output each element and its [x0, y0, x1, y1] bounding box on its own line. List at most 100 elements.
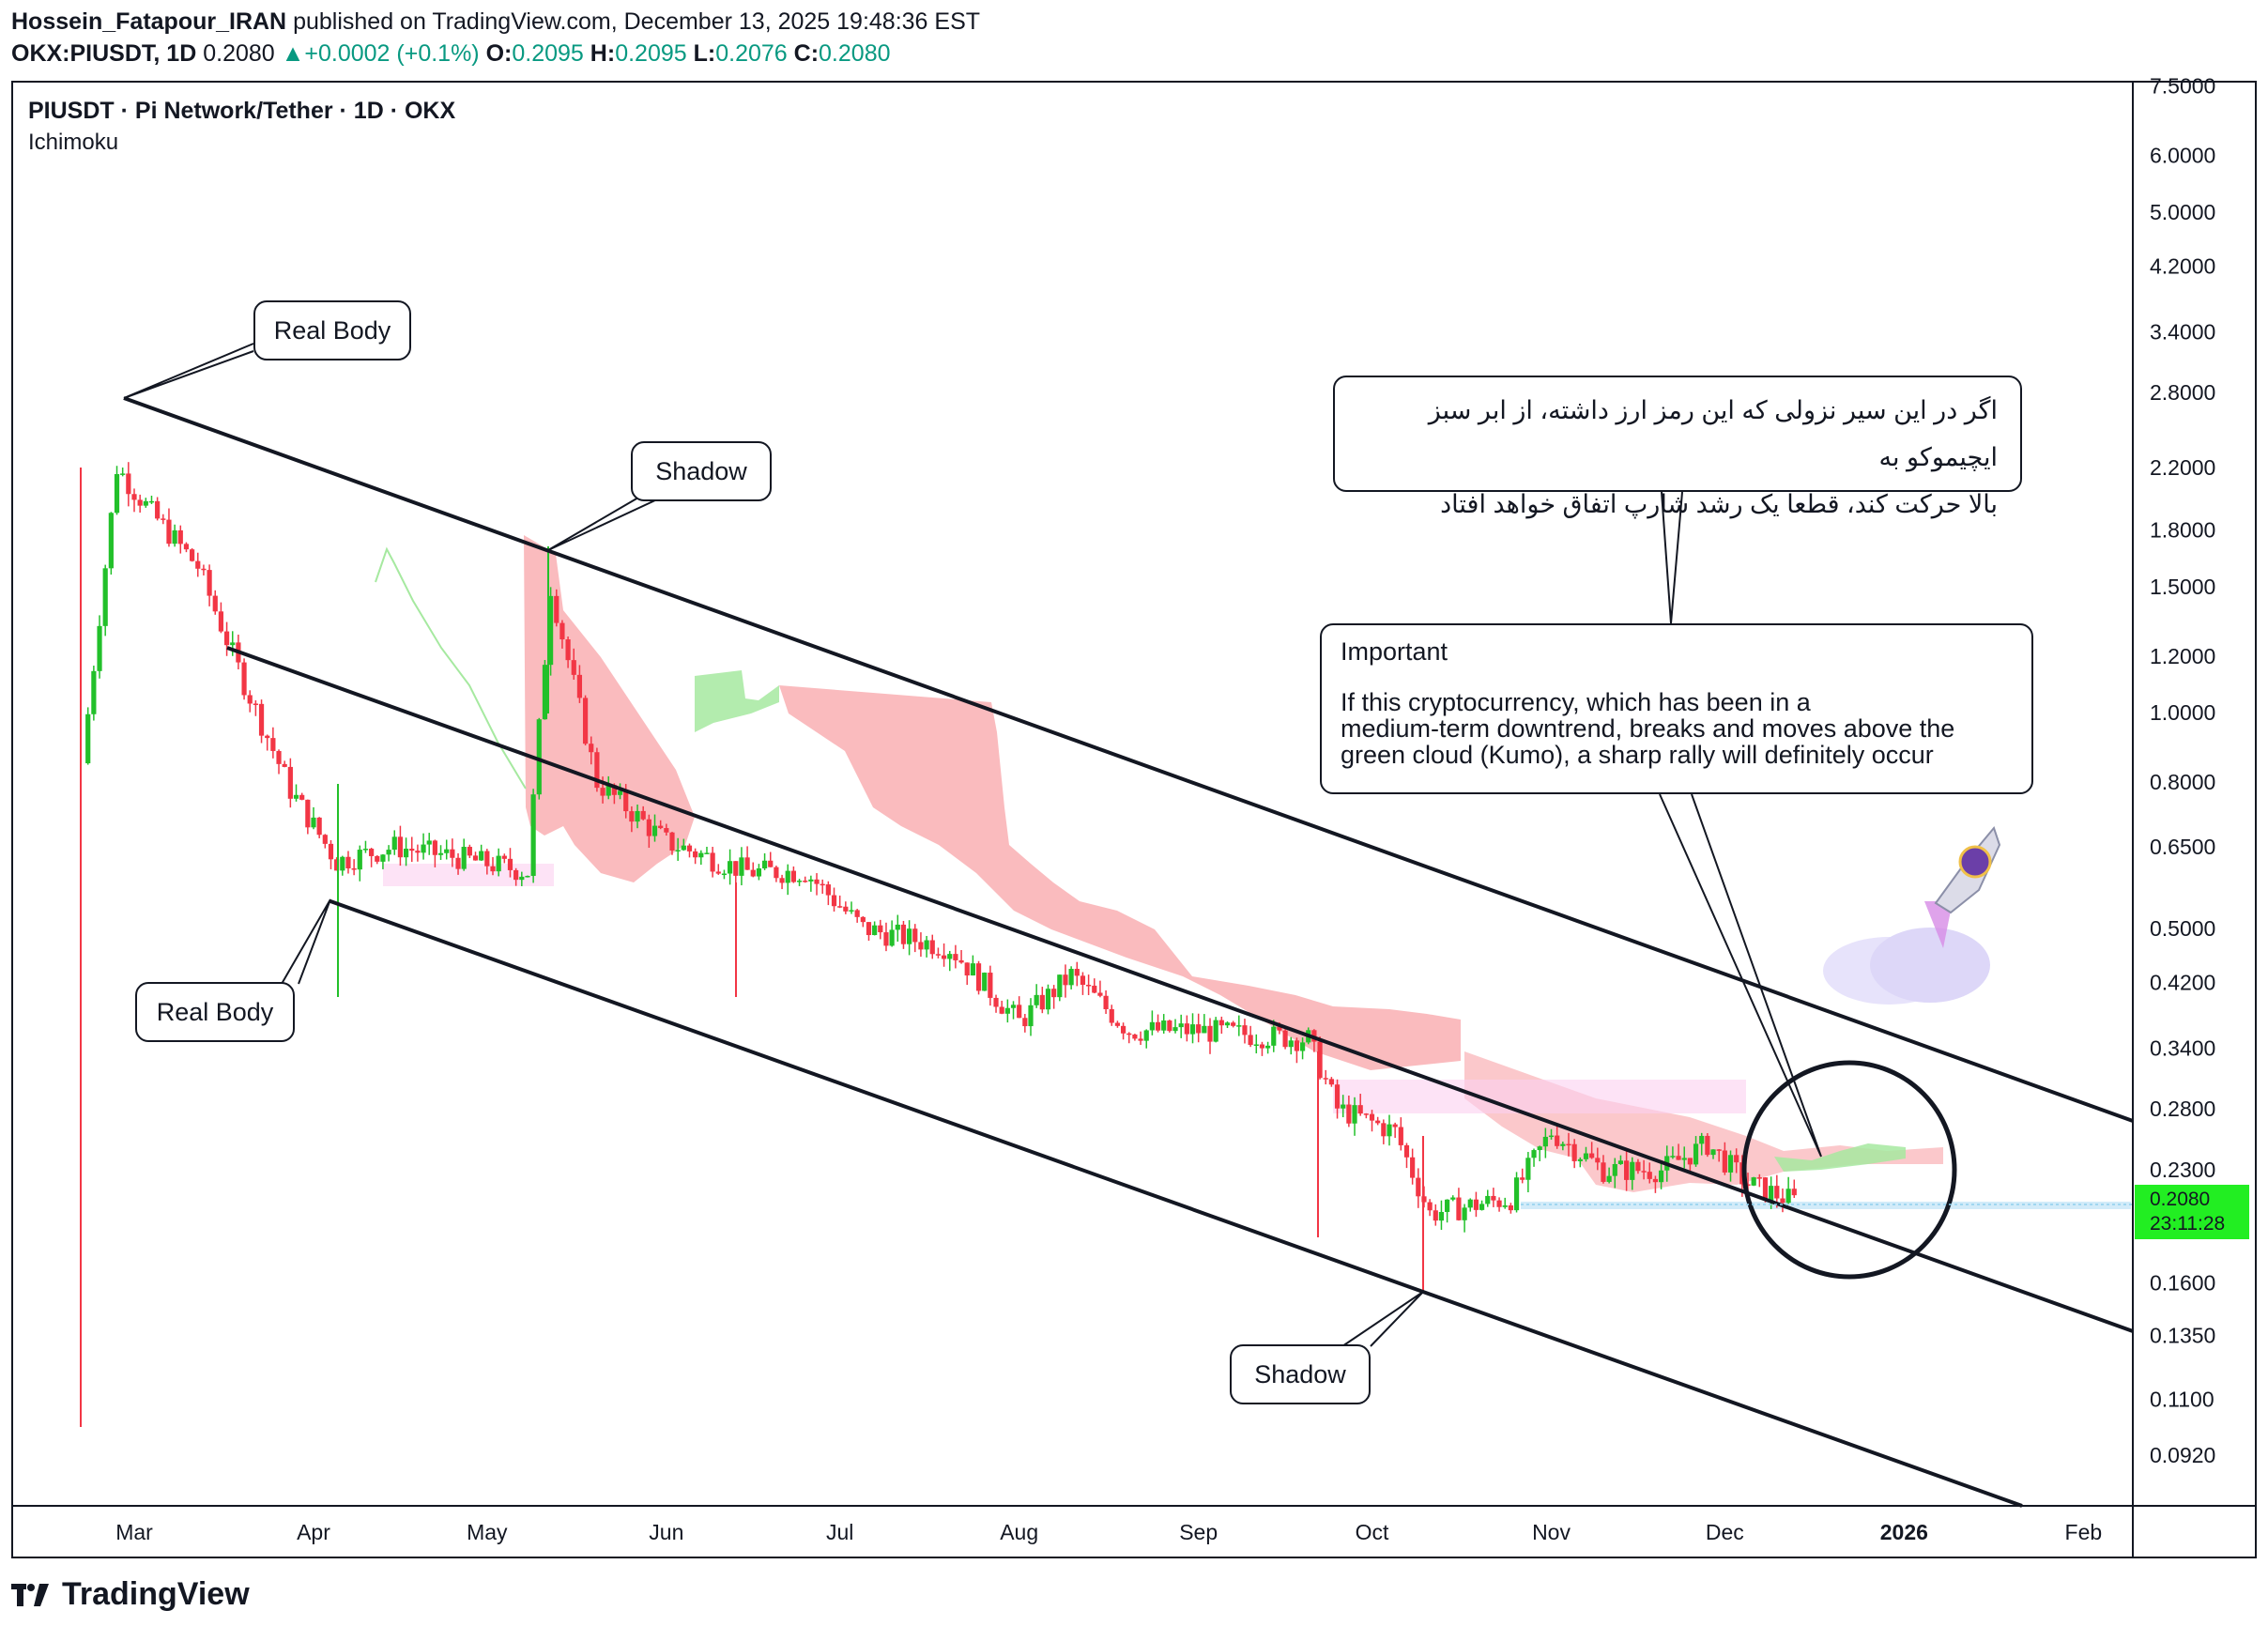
candle-body: [1149, 1021, 1155, 1031]
candle-body: [1097, 992, 1103, 996]
candle-body: [1606, 1175, 1612, 1182]
price-tick-label: 4.2000: [2150, 254, 2215, 279]
candle-body: [1601, 1162, 1606, 1182]
candle-body: [1403, 1144, 1410, 1158]
candle-body: [1352, 1105, 1357, 1124]
candle-body: [1155, 1021, 1161, 1031]
tradingview-logo[interactable]: TradingView: [11, 1573, 250, 1615]
candle-body: [1132, 1034, 1138, 1039]
candle-body: [1624, 1160, 1630, 1180]
time-tick-label: Sep: [1179, 1520, 1218, 1544]
candle-body: [1224, 1022, 1231, 1026]
price-tick-label: 0.8000: [2150, 770, 2215, 794]
legend-indicator[interactable]: Ichimoku: [28, 130, 119, 155]
candle-body: [1508, 1204, 1513, 1211]
candle-body: [183, 544, 190, 550]
channel-top-line: [123, 396, 2134, 1123]
candle-body: [611, 785, 617, 795]
candle-body: [1172, 1027, 1178, 1032]
callout-label: Shadow: [655, 457, 747, 485]
candle-body: [1080, 975, 1086, 985]
candle-body: [1213, 1020, 1218, 1042]
candle-body: [1473, 1199, 1479, 1210]
candle-body: [1126, 1033, 1132, 1035]
candle-body: [172, 529, 177, 545]
candle-body: [808, 879, 814, 882]
low-label: L:: [693, 40, 716, 67]
candle-body: [230, 642, 236, 646]
high-label: H:: [590, 40, 616, 67]
candle-body: [1734, 1155, 1739, 1163]
bar-countdown: 23:11:28: [2150, 1213, 2226, 1235]
candle-body: [1520, 1177, 1525, 1180]
candle-body: [1630, 1161, 1635, 1180]
callout-shadow-top: Shadow: [631, 441, 772, 501]
candle-body: [334, 859, 340, 871]
candle-body: [993, 997, 999, 1007]
candle-body: [120, 473, 126, 475]
candle-body: [785, 870, 790, 883]
candle-body: [924, 940, 929, 950]
published-text: published on TradingView.com, December 1…: [293, 8, 981, 35]
candle-body: [444, 849, 450, 853]
price-tick-label: 2.2000: [2150, 455, 2215, 480]
rocket-window: [1958, 845, 1992, 879]
candle-body: [1617, 1160, 1624, 1164]
candle-body: [900, 924, 907, 944]
candle-body: [1068, 969, 1074, 986]
chart-frame[interactable]: [11, 81, 2257, 1558]
author-name[interactable]: Hossein_Fatapour_IRAN: [11, 8, 287, 35]
price-tick-label: 0.3400: [2150, 1036, 2215, 1061]
candle-body: [744, 857, 750, 870]
candle-body: [1010, 1005, 1017, 1008]
candle-body: [501, 855, 507, 859]
candle-body: [207, 570, 212, 596]
candle-body: [1184, 1023, 1189, 1035]
candle-body: [617, 790, 623, 795]
candle-body: [1780, 1198, 1785, 1204]
callout-shadow-bottom: Shadow: [1230, 1344, 1371, 1404]
price-tick-label: 1.8000: [2150, 517, 2215, 542]
candle-body: [328, 843, 334, 860]
callout-pointer: [281, 898, 331, 985]
candle-body: [258, 703, 265, 736]
farsi-line-2: بالا حرکت کند، قطعا یک رشد شارپ اتفاق خو…: [1440, 490, 1998, 518]
candle-body: [484, 851, 490, 867]
candle-body: [860, 916, 866, 923]
candle-body: [450, 849, 455, 858]
ichimoku-cloud-green: [1774, 1143, 1906, 1172]
symbol-ohlc-line: OKX:PIUSDT, 1D 0.2080 ▲+0.0002 (+0.1%) O…: [11, 39, 891, 68]
candle-body: [397, 836, 404, 858]
candle-body: [605, 785, 611, 796]
candle-body: [1555, 1135, 1560, 1146]
candle-body: [299, 794, 305, 800]
candle-body: [843, 906, 849, 912]
candle-body: [790, 870, 796, 882]
candle-body: [212, 595, 218, 612]
candle-body: [316, 817, 322, 836]
price-tick-label: 1.5000: [2150, 575, 2215, 599]
candle-body: [270, 738, 276, 751]
callout-important-note: Important If this cryptocurrency, which …: [1320, 623, 2033, 794]
candle-body: [1092, 985, 1097, 993]
candle-body: [1103, 995, 1109, 1009]
candle-body: [1589, 1153, 1595, 1158]
candle-body: [282, 763, 287, 767]
candle-body: [1334, 1084, 1341, 1109]
candle-body: [664, 828, 669, 833]
candle-body: [733, 861, 739, 876]
range-box: [1333, 1080, 1746, 1113]
time-tick-label: Nov: [1532, 1520, 1571, 1544]
candle-body: [1756, 1177, 1762, 1179]
candle-body: [1769, 1186, 1774, 1201]
candle-body: [1074, 969, 1080, 976]
candle-body: [513, 869, 519, 881]
candle-body: [872, 925, 878, 936]
candle-body: [386, 850, 391, 855]
candle-body: [640, 810, 646, 820]
highlight-circle: [1741, 1060, 1957, 1280]
candle-body: [542, 665, 548, 720]
candle-body: [97, 625, 102, 671]
candle-body: [1410, 1157, 1416, 1178]
